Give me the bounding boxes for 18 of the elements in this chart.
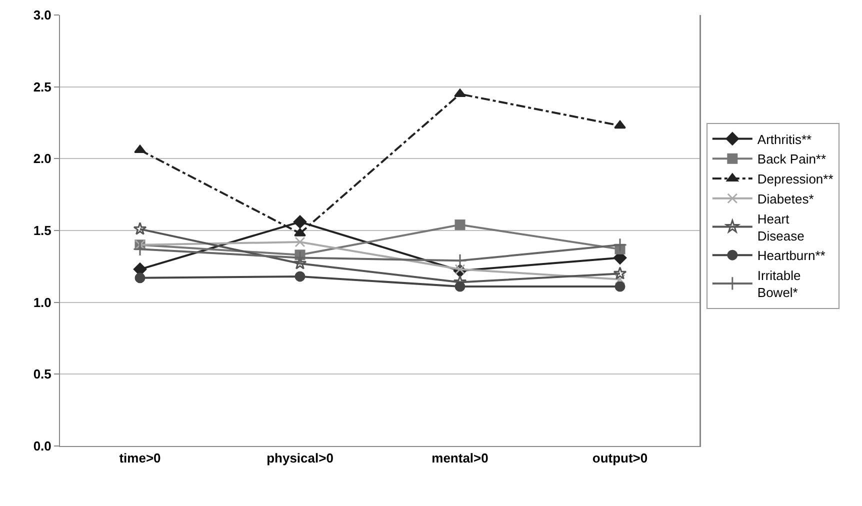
legend-label: Heart Disease bbox=[757, 211, 804, 244]
y-tick-label: 1.5 bbox=[33, 223, 52, 238]
y-tick-label: 2.5 bbox=[33, 79, 52, 94]
legend-label: Depression** bbox=[757, 172, 834, 187]
y-tick-label: 3.0 bbox=[33, 8, 52, 23]
legend-label: Back Pain** bbox=[757, 152, 826, 167]
legend-label: Irritable Bowel* bbox=[757, 268, 801, 300]
x-tick-label: time>0 bbox=[119, 450, 161, 466]
y-tick-label: 1.0 bbox=[33, 294, 52, 310]
y-tick-label: 0.5 bbox=[33, 366, 52, 382]
legend-label: Heartburn** bbox=[757, 248, 826, 264]
legend-label: Diabetes* bbox=[757, 191, 814, 206]
x-tick-label: mental>0 bbox=[432, 450, 488, 466]
legend-label: Arthritis** bbox=[757, 132, 812, 147]
x-tick-label: output>0 bbox=[592, 450, 648, 466]
y-tick-label: 2.0 bbox=[33, 151, 52, 166]
y-tick-label: 0.0 bbox=[33, 438, 52, 454]
x-tick-label: physical>0 bbox=[266, 450, 334, 466]
